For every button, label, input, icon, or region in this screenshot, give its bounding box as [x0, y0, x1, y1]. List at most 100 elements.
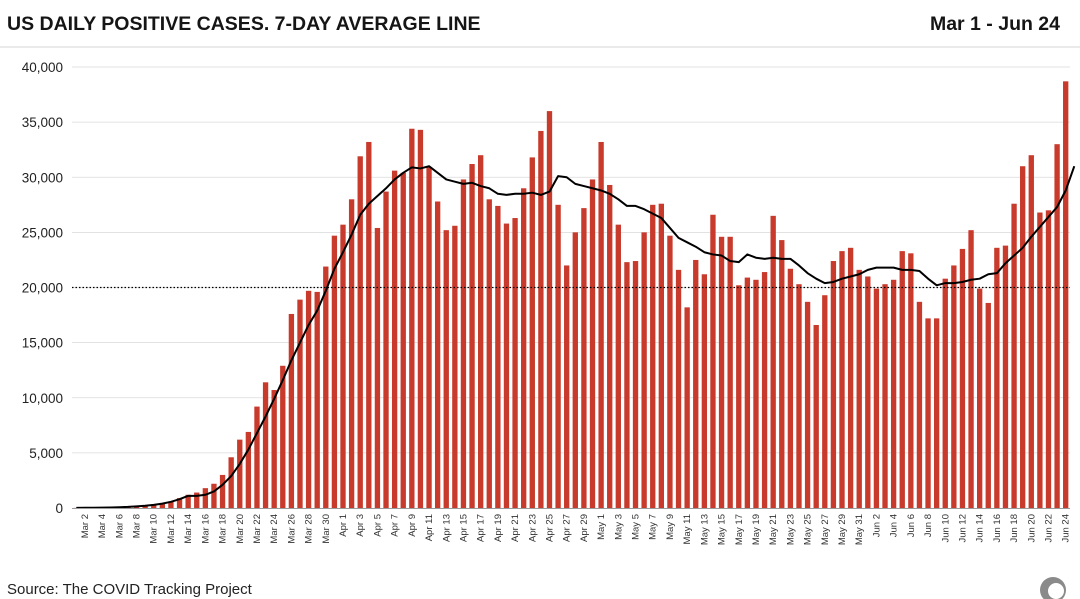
bar	[185, 494, 191, 508]
bar	[985, 302, 991, 508]
x-tick-label: Apr 15	[458, 514, 469, 542]
x-tick-label: Mar 22	[252, 514, 263, 544]
x-tick-label: Jun 8	[923, 514, 934, 537]
bar	[297, 299, 303, 508]
y-tick-label: 0	[55, 501, 63, 516]
bar	[1002, 245, 1009, 509]
circle-logo-icon	[1040, 577, 1066, 599]
bar	[899, 251, 905, 508]
bar	[796, 284, 802, 508]
bar	[667, 235, 673, 508]
x-tick-label: Mar 18	[218, 514, 229, 544]
bar	[194, 492, 200, 508]
x-tick-label: Apr 27	[562, 514, 573, 542]
bar	[675, 269, 682, 508]
x-tick-label: Jun 16	[992, 514, 1003, 543]
bar	[632, 261, 639, 508]
x-tick-label: Apr 7	[390, 514, 401, 537]
x-tick-label: Apr 29	[579, 514, 590, 542]
bar	[400, 172, 406, 508]
bar	[607, 184, 613, 508]
bar	[478, 155, 484, 508]
bar	[271, 390, 277, 508]
bar	[873, 288, 880, 508]
y-tick-label: 30,000	[22, 170, 63, 185]
bar	[779, 240, 785, 508]
bar	[933, 318, 940, 508]
bar	[219, 474, 226, 508]
bar	[1054, 144, 1060, 508]
bar	[822, 295, 828, 508]
bar	[856, 269, 862, 508]
x-tick-label: Apr 21	[510, 514, 521, 542]
x-tick-label: May 29	[837, 514, 848, 545]
x-tick-label: Mar 24	[269, 514, 280, 544]
bar	[718, 236, 725, 509]
bar	[615, 224, 621, 508]
bar	[417, 129, 424, 508]
bar	[624, 262, 630, 508]
x-tick-label: Mar 10	[149, 514, 160, 544]
bar	[1045, 210, 1052, 508]
chart-header: US DAILY POSITIVE CASES. 7-DAY AVERAGE L…	[7, 13, 1060, 35]
bar	[305, 290, 312, 508]
bar	[228, 457, 234, 508]
x-tick-label: Mar 16	[200, 514, 211, 544]
bar	[641, 232, 647, 509]
x-tick-label: May 13	[699, 514, 710, 545]
bar	[546, 111, 553, 508]
x-tick-label: Mar 12	[166, 514, 177, 544]
bar	[486, 199, 492, 509]
y-tick-label: 35,000	[22, 115, 63, 130]
bar	[882, 284, 888, 508]
bar	[1020, 166, 1026, 508]
bar	[391, 170, 398, 508]
y-tick-label: 10,000	[22, 391, 63, 406]
x-tick-label: May 15	[717, 514, 728, 545]
bar	[151, 504, 157, 508]
bar	[1037, 212, 1043, 508]
y-tick-label: 5,000	[29, 446, 63, 461]
bar	[813, 324, 819, 508]
bar	[839, 251, 845, 508]
x-tick-label: Jun 2	[871, 514, 882, 537]
x-tick-label: Apr 19	[493, 514, 504, 542]
bar	[572, 232, 578, 509]
bar	[770, 215, 776, 508]
source-label: Source: The COVID Tracking Project	[7, 581, 253, 598]
bar	[469, 164, 475, 508]
y-tick-label: 20,000	[22, 281, 63, 296]
bar	[994, 247, 1000, 508]
bar	[434, 201, 441, 508]
x-tick-label: Jun 14	[975, 514, 986, 543]
x-axis-ticks: Mar 2 Mar 4 Mar 6 Mar 8 Mar 10 Mar 12 Mar 14 Ma…	[80, 514, 1072, 545]
bar	[761, 272, 768, 508]
bar-series	[73, 81, 1069, 509]
bar	[701, 274, 708, 508]
bar	[529, 157, 535, 508]
bar	[512, 218, 518, 509]
x-tick-label: May 7	[648, 514, 659, 540]
x-tick-label: Mar 6	[114, 514, 125, 538]
bar	[357, 156, 363, 509]
bar	[348, 199, 355, 509]
bar	[684, 307, 690, 508]
x-tick-label: Mar 2	[80, 514, 91, 538]
x-tick-label: Apr 3	[355, 514, 366, 537]
x-tick-label: Apr 5	[372, 514, 383, 537]
x-tick-label: Mar 20	[235, 514, 246, 544]
x-tick-label: May 11	[682, 514, 693, 544]
bar	[426, 167, 432, 508]
bar	[280, 365, 286, 508]
bar	[925, 318, 931, 508]
bar	[942, 278, 948, 508]
bar	[460, 179, 467, 508]
x-tick-label: Mar 14	[183, 514, 194, 544]
bar	[555, 204, 561, 508]
bar	[168, 501, 174, 508]
bar	[564, 265, 570, 508]
bar	[658, 203, 664, 508]
x-tick-label: Mar 4	[97, 514, 108, 538]
bar	[753, 279, 759, 508]
bar	[847, 247, 854, 508]
